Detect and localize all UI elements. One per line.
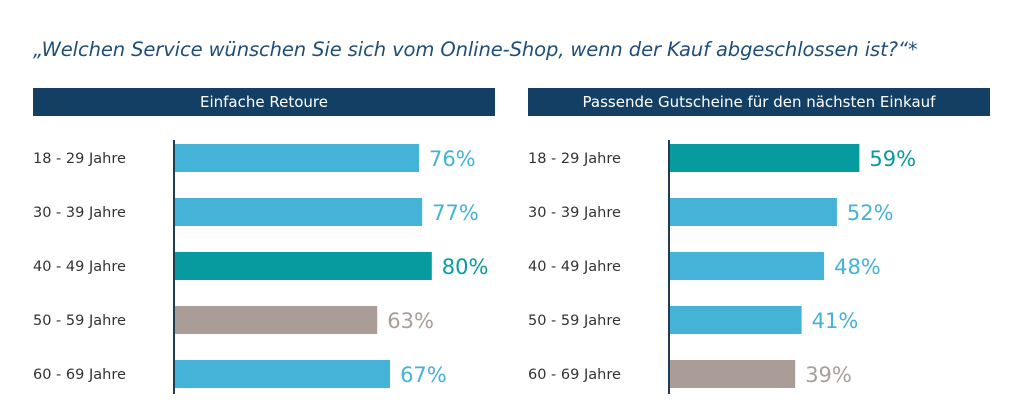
category-label: 40 - 49 Jahre xyxy=(528,259,621,275)
panel-einfache-retoure: Einfache Retoure 18 - 29 Jahre 76% 30 - 39… xyxy=(33,88,495,398)
bar-chart-left: 18 - 29 Jahre 76% 30 - 39 Jahre 77% 40 - 49 … xyxy=(33,140,489,394)
value-label: 41% xyxy=(812,309,859,333)
category-label: 30 - 39 Jahre xyxy=(528,205,621,221)
bar xyxy=(670,144,860,172)
category-label: 50 - 59 Jahre xyxy=(33,313,126,329)
bar xyxy=(175,360,391,388)
bar xyxy=(175,306,378,334)
value-label: 52% xyxy=(847,201,894,225)
category-label: 60 - 69 Jahre xyxy=(33,367,126,383)
panel-passende-gutscheine: Passende Gutscheine für den nächsten Ein… xyxy=(528,88,990,398)
bar xyxy=(670,306,802,334)
category-label: 40 - 49 Jahre xyxy=(33,259,126,275)
value-label: 48% xyxy=(834,255,881,279)
bar xyxy=(175,144,419,172)
value-label: 67% xyxy=(400,363,447,387)
category-label: 60 - 69 Jahre xyxy=(528,367,621,383)
panel-header: Passende Gutscheine für den nächsten Ein… xyxy=(528,88,990,116)
category-label: 18 - 29 Jahre xyxy=(33,151,126,167)
chart-title: „Welchen Service wünschen Sie sich vom O… xyxy=(33,38,918,61)
value-label: 63% xyxy=(387,309,434,333)
bar xyxy=(670,252,825,280)
bar-chart-right: 18 - 29 Jahre 59% 30 - 39 Jahre 52% 40 - 49 … xyxy=(528,140,916,394)
category-label: 50 - 59 Jahre xyxy=(528,313,621,329)
bar xyxy=(670,360,796,388)
bar xyxy=(175,252,432,280)
bar xyxy=(670,198,837,226)
category-label: 30 - 39 Jahre xyxy=(33,205,126,221)
value-label: 77% xyxy=(432,201,479,225)
category-label: 18 - 29 Jahre xyxy=(528,151,621,167)
value-label: 39% xyxy=(805,363,852,387)
value-label: 59% xyxy=(869,147,916,171)
value-label: 76% xyxy=(429,147,476,171)
bar xyxy=(175,198,423,226)
value-label: 80% xyxy=(442,255,489,279)
panel-header: Einfache Retoure xyxy=(33,88,495,116)
